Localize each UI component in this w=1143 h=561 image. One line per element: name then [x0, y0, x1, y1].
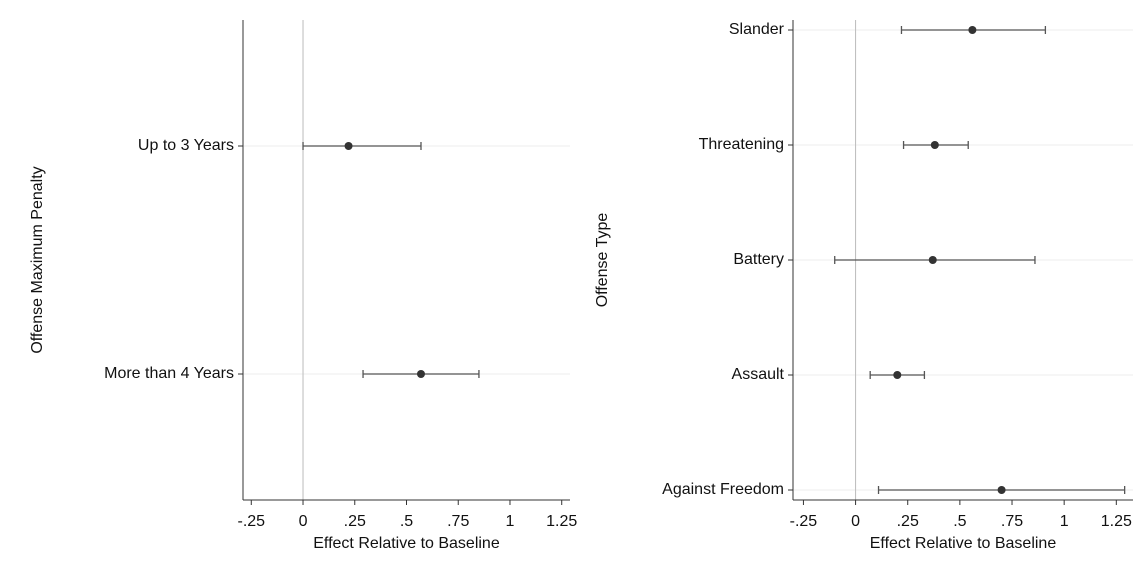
x-tick-label: .75 — [1001, 513, 1023, 530]
x-tick-label: 1.25 — [1101, 513, 1132, 530]
y-axis-title: Offense Maximum Penalty — [29, 166, 46, 353]
x-tick-label: .75 — [447, 513, 469, 530]
point — [928, 256, 937, 264]
y-tick-label: Threatening — [699, 136, 784, 153]
x-tick-label: -.25 — [790, 513, 818, 530]
x-axis-title: Effect Relative to Baseline — [870, 535, 1057, 552]
y-tick-label: Up to 3 Years — [138, 137, 234, 154]
x-axis-title: Effect Relative to Baseline — [313, 535, 500, 552]
x-tick-label: .25 — [344, 513, 366, 530]
point — [930, 141, 939, 149]
y-tick-label: Battery — [733, 251, 784, 268]
x-tick-label: 0 — [851, 513, 860, 530]
point — [968, 26, 977, 34]
x-tick-label: -.25 — [237, 513, 265, 530]
y-tick-label: Slander — [729, 21, 785, 38]
x-tick-label: .5 — [953, 513, 966, 530]
point — [997, 486, 1006, 494]
x-tick-label: .25 — [897, 513, 919, 530]
point — [344, 142, 353, 150]
y-axis-title: Offense Type — [594, 213, 611, 308]
x-tick-label: .5 — [400, 513, 413, 530]
point — [893, 371, 902, 379]
point — [416, 370, 425, 378]
y-tick-label: Assault — [732, 366, 785, 383]
y-tick-label: Against Freedom — [662, 481, 784, 498]
x-tick-label: 1 — [506, 513, 515, 530]
x-tick-label: 1 — [1060, 513, 1069, 530]
x-tick-label: 0 — [299, 513, 308, 530]
x-tick-label: 1.25 — [546, 513, 577, 530]
y-tick-label: More than 4 Years — [104, 365, 234, 382]
